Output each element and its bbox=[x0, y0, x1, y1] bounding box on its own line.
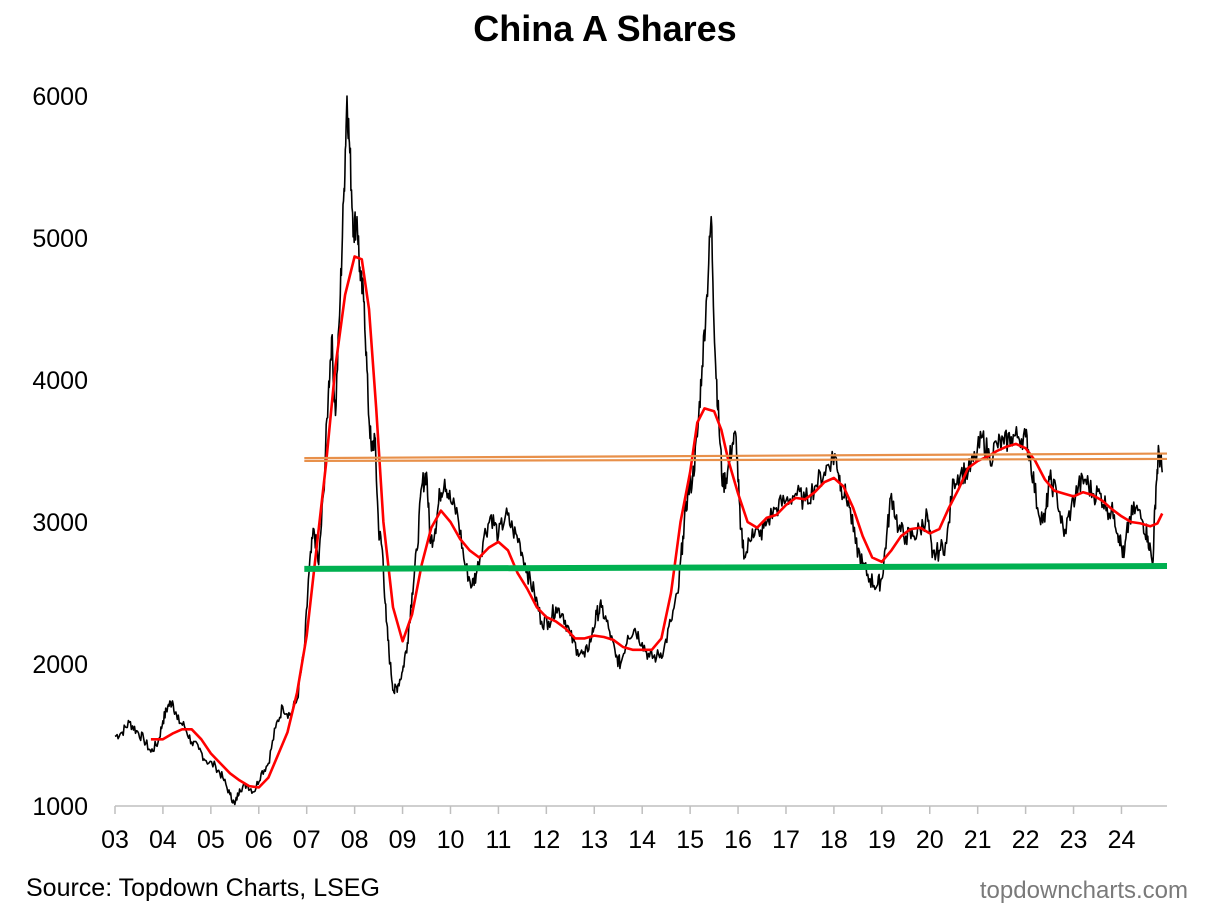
watermark-link[interactable]: topdowncharts.com bbox=[979, 877, 1188, 904]
source-note: Source: Topdown Charts, LSEG bbox=[26, 874, 380, 902]
chart-title: China A Shares bbox=[473, 8, 737, 49]
y-axis-labels: 1000 2000 3000 4000 5000 6000 bbox=[32, 83, 88, 821]
x-tick-label: 23 bbox=[1060, 826, 1088, 854]
y-tick-label: 6000 bbox=[32, 83, 88, 111]
x-tick-label: 16 bbox=[724, 826, 752, 854]
x-tick-label: 13 bbox=[580, 826, 608, 854]
resistance-upper-line bbox=[304, 452, 1168, 460]
x-tick-label: 12 bbox=[532, 826, 560, 854]
x-tick-label: 10 bbox=[437, 826, 465, 854]
index-series-line bbox=[114, 95, 1163, 806]
x-tick-label: 14 bbox=[628, 826, 656, 854]
x-tick-label: 20 bbox=[916, 826, 944, 854]
resistance-lower-line bbox=[304, 457, 1168, 463]
moving-average-line bbox=[150, 255, 1164, 789]
series-layer bbox=[114, 95, 1164, 806]
y-tick-label: 3000 bbox=[32, 509, 88, 537]
x-tick-label: 06 bbox=[245, 826, 273, 854]
x-axis-labels: 03 04 05 06 07 08 09 10 11 12 13 14 15 16 17 18 19 20 21 22… bbox=[101, 806, 1135, 854]
x-tick-label: 19 bbox=[868, 826, 896, 854]
x-tick-label: 24 bbox=[1108, 826, 1136, 854]
x-tick-label: 21 bbox=[964, 826, 992, 854]
x-tick-label: 05 bbox=[197, 826, 225, 854]
x-tick-label: 15 bbox=[676, 826, 704, 854]
x-tick-label: 08 bbox=[341, 826, 369, 854]
y-tick-label: 2000 bbox=[32, 651, 88, 679]
y-tick-label: 1000 bbox=[32, 793, 88, 821]
y-tick-label: 5000 bbox=[32, 225, 88, 253]
x-tick-label: 18 bbox=[820, 826, 848, 854]
reference-lines bbox=[304, 452, 1168, 572]
x-tick-label: 03 bbox=[101, 826, 129, 854]
x-tick-label: 22 bbox=[1012, 826, 1040, 854]
x-tick-label: 11 bbox=[485, 826, 511, 854]
x-tick-label: 07 bbox=[293, 826, 321, 854]
x-tick-label: 17 bbox=[772, 826, 800, 854]
x-tick-label: 09 bbox=[389, 826, 417, 854]
x-tick-label: 04 bbox=[149, 826, 177, 854]
y-tick-label: 4000 bbox=[32, 367, 88, 395]
support-line bbox=[304, 563, 1168, 572]
